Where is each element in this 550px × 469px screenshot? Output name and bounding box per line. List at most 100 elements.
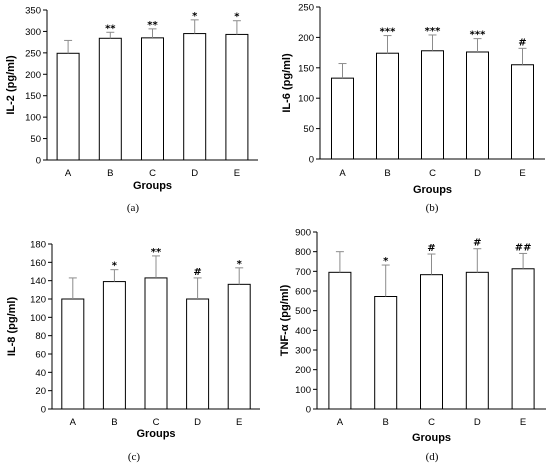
bar-e — [227, 283, 251, 410]
bar-c — [421, 50, 444, 160]
bar-b — [98, 37, 122, 161]
y-axis-title: IL-6 (pg/ml) — [281, 53, 293, 113]
y-tick-label: 150 — [298, 63, 314, 74]
significance-mark: # — [518, 37, 526, 48]
x-tick-label: C — [153, 417, 160, 428]
y-axis-title: TNF-α (pg/ml) — [279, 284, 291, 356]
significance-mark: ** — [151, 247, 162, 258]
significance-mark: ** — [147, 20, 158, 31]
y-tick-label: 150 — [25, 91, 41, 102]
significance-mark: *** — [470, 30, 486, 41]
y-tick-label: 140 — [30, 276, 46, 287]
y-tick-label: 500 — [295, 306, 311, 317]
x-tick-label: B — [383, 417, 389, 428]
bar-e — [225, 33, 249, 161]
significance-mark: ## — [515, 242, 532, 253]
x-tick-label: C — [429, 168, 436, 179]
y-tick-label: 600 — [295, 287, 311, 298]
y-tick-label: 50 — [30, 134, 41, 145]
y-tick-label: 200 — [25, 70, 41, 81]
chart-panel-c: 0 20 40 60 80 100 120 140 160 180 A * B ** C # D * E Groups… — [6, 240, 260, 463]
y-tick-label: 160 — [30, 258, 46, 269]
panel-label-d: (d) — [426, 451, 439, 463]
x-tick-label: A — [65, 168, 72, 179]
bar-a — [328, 271, 352, 410]
y-tick-label: 100 — [298, 94, 314, 105]
bar-d — [186, 298, 210, 410]
y-tick-label: 900 — [295, 228, 311, 239]
x-tick-label: A — [337, 417, 344, 428]
y-tick-label: 250 — [298, 3, 314, 14]
bar-a — [56, 52, 80, 161]
y-tick-label: 0 — [309, 155, 314, 166]
y-axis-title: IL-2 (pg/ml) — [5, 55, 17, 115]
x-tick-label: A — [339, 168, 346, 179]
significance-mark: # — [473, 238, 481, 249]
x-tick-label: B — [384, 168, 390, 179]
significance-mark: * — [234, 12, 240, 23]
y-tick-label: 0 — [306, 405, 311, 416]
x-tick-label: E — [236, 417, 242, 428]
significance-mark: # — [427, 243, 435, 254]
x-tick-label: D — [194, 417, 201, 428]
y-tick-label: 40 — [35, 368, 46, 379]
y-tick-label: 80 — [35, 331, 46, 342]
x-axis-title: Groups — [136, 428, 175, 440]
x-tick-label: B — [107, 168, 113, 179]
bar-a — [61, 298, 85, 410]
y-tick-label: 0 — [41, 405, 46, 416]
panel-label-b: (b) — [426, 202, 439, 214]
y-tick-label: 300 — [295, 346, 311, 357]
y-tick-label: 300 — [25, 27, 41, 38]
significance-mark: *** — [380, 27, 396, 38]
x-axis-title: Groups — [133, 180, 172, 192]
x-tick-label: D — [474, 168, 481, 179]
x-tick-label: C — [428, 417, 435, 428]
x-tick-label: A — [70, 417, 77, 428]
x-tick-label: D — [474, 417, 481, 428]
significance-mark: *** — [425, 26, 441, 37]
x-tick-label: B — [111, 417, 117, 428]
y-tick-label: 200 — [295, 365, 311, 376]
significance-mark: * — [192, 11, 198, 22]
bar-c — [144, 277, 168, 410]
chart-panel-a: 0 50 100 150 200 250 300 350 A ** B ** C * D * E Groups IL… — [5, 6, 258, 214]
significance-mark: * — [383, 256, 389, 267]
y-tick-label: 100 — [25, 113, 41, 124]
y-tick-label: 400 — [295, 326, 311, 337]
bar-d — [465, 271, 489, 410]
y-tick-label: 60 — [35, 350, 46, 361]
chart-panel-d: 0 100 200 300 400 500 600 700 800 900 A * B # C # D ## E Gr… — [279, 228, 546, 463]
x-axis-title: Groups — [413, 184, 452, 196]
bar-c — [141, 37, 164, 161]
y-tick-label: 100 — [30, 313, 46, 324]
significance-mark: * — [112, 261, 118, 272]
y-tick-label: 20 — [35, 386, 46, 397]
bar-b — [376, 52, 399, 160]
bar-b — [374, 296, 398, 410]
x-tick-label: E — [520, 417, 526, 428]
significance-mark: # — [193, 267, 201, 278]
bar-c — [420, 274, 443, 410]
panel-label-c: (c) — [128, 451, 141, 463]
x-tick-label: E — [234, 168, 240, 179]
bar-d — [466, 51, 489, 160]
bar-e — [511, 268, 535, 410]
bar-e — [511, 64, 534, 160]
y-tick-label: 350 — [25, 6, 41, 17]
x-tick-label: D — [191, 168, 198, 179]
bar-d — [183, 33, 207, 161]
y-tick-label: 0 — [36, 156, 41, 167]
y-axis-title: IL-8 (pg/ml) — [6, 297, 18, 357]
chart-panel-b: 0 50 100 150 200 250 A *** B *** C *** D # E Groups IL-6… — [281, 3, 545, 214]
significance-mark: ** — [105, 23, 116, 34]
y-tick-label: 800 — [295, 247, 311, 258]
y-tick-label: 200 — [298, 33, 314, 44]
y-tick-label: 50 — [303, 124, 314, 135]
significance-mark: * — [237, 259, 243, 270]
bar-b — [102, 281, 126, 410]
panel-label-a: (a) — [127, 202, 140, 214]
y-tick-label: 700 — [295, 267, 311, 278]
y-tick-label: 120 — [30, 295, 46, 306]
